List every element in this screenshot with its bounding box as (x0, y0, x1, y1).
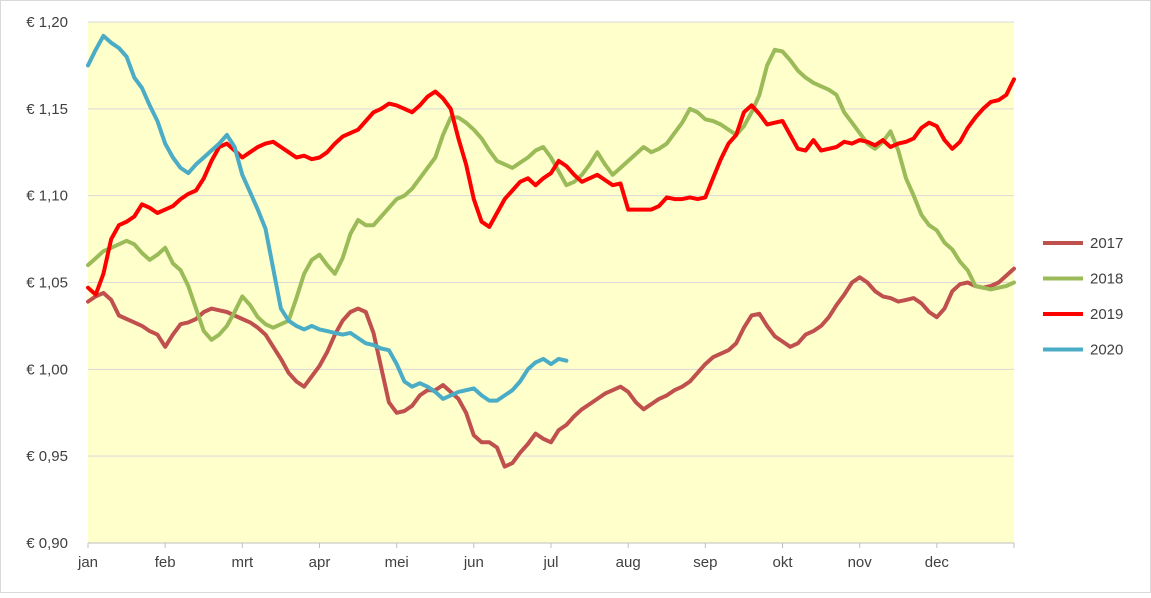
x-tick-label: okt (772, 554, 793, 571)
legend-label-2020: 2020 (1090, 342, 1123, 359)
y-tick-label: € 1,20 (26, 14, 68, 31)
x-tick-label: jul (542, 554, 558, 571)
x-axis (87, 542, 1015, 548)
legend-label-2019: 2019 (1090, 306, 1123, 323)
legend-label-2018: 2018 (1090, 271, 1123, 288)
series-line-2019 (86, 77, 1016, 297)
x-tick-label: nov (848, 554, 873, 571)
x-tick-label: jun (463, 554, 484, 571)
legend-label-2017: 2017 (1090, 235, 1123, 252)
series-line-2018 (86, 47, 1016, 342)
legend: 2017 2018 2019 2020 (1043, 235, 1123, 359)
y-tick-label: € 1,15 (26, 101, 68, 118)
x-tick-label: mrt (231, 554, 253, 571)
gridlines (88, 21, 1014, 457)
x-tick-label: aug (616, 554, 641, 571)
x-tick-label: feb (155, 554, 176, 571)
x-tick-label: mei (385, 554, 409, 571)
y-tick-label: € 0,95 (26, 448, 68, 465)
y-tick-label: € 0,90 (26, 535, 68, 552)
x-tick-label: apr (309, 554, 331, 571)
x-tick-label: jan (77, 554, 98, 571)
series-line-2020 (86, 33, 569, 403)
series-line-2017 (86, 266, 1016, 469)
x-axis-labels: jan feb mrt apr mei jun jul aug sep okt nov dec (77, 554, 949, 571)
x-tick-label: sep (693, 554, 717, 571)
y-tick-label: € 1,10 (26, 188, 68, 205)
y-tick-label: € 1,00 (26, 361, 68, 378)
y-tick-label: € 1,05 (26, 275, 68, 292)
x-tick-label: dec (925, 554, 950, 571)
y-axis: € 0,90 € 0,95 € 1,00 € 1,05 € 1,10 € 1,15 € 1,… (26, 14, 68, 552)
series-lines (86, 33, 1016, 469)
